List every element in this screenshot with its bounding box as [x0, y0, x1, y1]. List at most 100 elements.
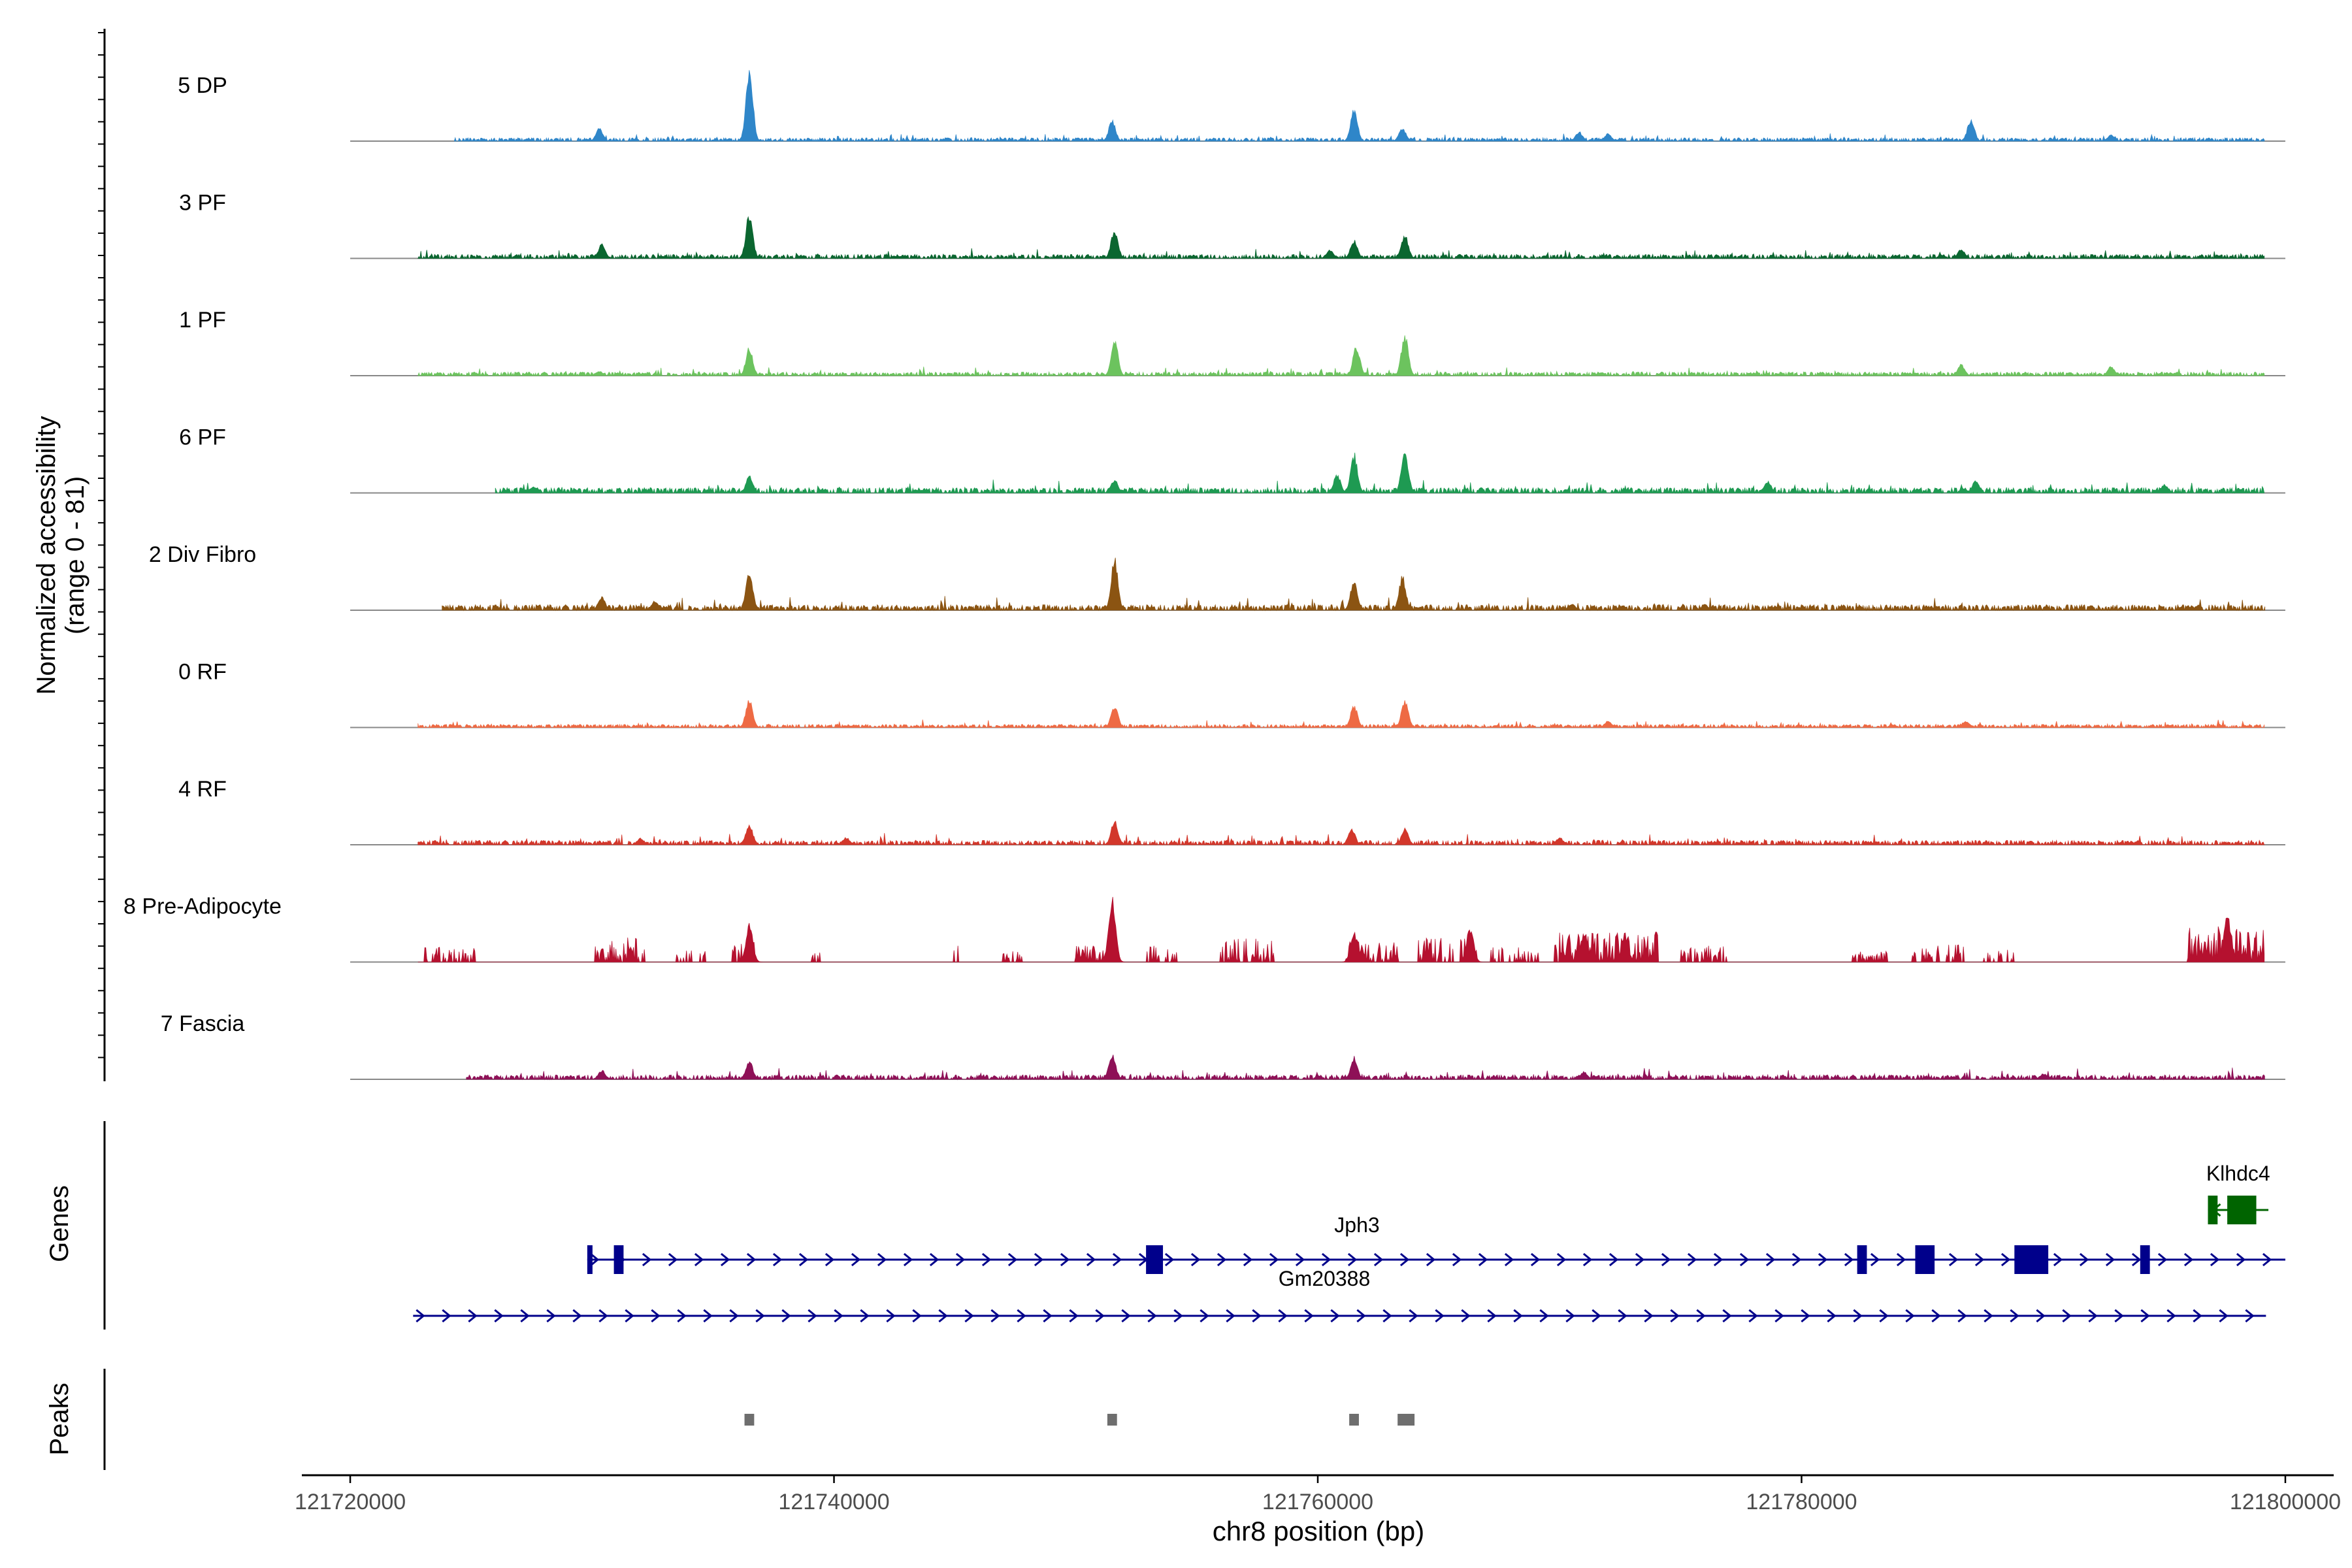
strand-arrow: [2053, 1252, 2063, 1267]
strand-arrow: [1043, 1309, 1053, 1323]
strand-arrow: [825, 1252, 835, 1267]
strand-arrow: [1748, 1309, 1758, 1323]
strand-arrow: [1801, 1309, 1810, 1323]
strand-arrow: [651, 1309, 661, 1323]
track-label: 0 RF: [178, 660, 227, 685]
strand-arrow: [1478, 1252, 1488, 1267]
strand-arrow: [1060, 1252, 1070, 1267]
genes-layer: Klhdc4 Jph3 Gm20388: [413, 1162, 2285, 1323]
strand-arrow: [2131, 1252, 2142, 1267]
exon-block: [613, 1245, 624, 1274]
strand-arrow: [1278, 1309, 1288, 1323]
coverage-area: [453, 70, 2265, 142]
strand-arrow: [1356, 1309, 1366, 1323]
gene-label: Jph3: [1334, 1213, 1379, 1237]
strand-arrow: [1905, 1309, 1915, 1323]
strand-arrow: [1722, 1309, 1732, 1323]
strand-arrow: [1870, 1252, 1880, 1267]
strand-arrow: [1200, 1309, 1209, 1323]
peak-region: [1107, 1414, 1117, 1426]
strand-arrow: [1330, 1309, 1340, 1323]
strand-arrow: [1896, 1252, 1906, 1267]
strand-arrow: [1948, 1252, 1959, 1267]
strand-arrow: [755, 1309, 765, 1323]
tracks-layer: 5 DP 3 PF 1 PF 6 PF 2 Div Fibro 0 RF 4 RF 8 Pre…: [123, 70, 2285, 1081]
strand-arrow: [2079, 1252, 2089, 1267]
track-label: 1 PF: [179, 308, 226, 333]
coverage-area: [442, 557, 2266, 612]
y-axis-label: Normalized accessibility: [32, 416, 61, 695]
track-label: 6 PF: [179, 425, 226, 450]
strand-arrow: [2166, 1309, 2176, 1323]
strand-arrow: [677, 1309, 687, 1323]
exon-block: [1146, 1245, 1164, 1274]
strand-arrow: [1696, 1309, 1706, 1323]
strand-arrow: [1487, 1309, 1497, 1323]
strand-arrow: [929, 1252, 939, 1267]
strand-arrow: [2088, 1309, 2098, 1323]
strand-arrow: [1818, 1252, 1828, 1267]
strand-arrow: [2262, 1252, 2272, 1267]
exon-block: [1857, 1245, 1867, 1274]
strand-arrow: [1382, 1309, 1392, 1323]
strand-arrow: [1974, 1252, 1985, 1267]
strand-arrow: [808, 1309, 817, 1323]
peak-region: [1397, 1414, 1415, 1426]
strand-arrow: [729, 1309, 739, 1323]
strand-arrow: [2114, 1309, 2124, 1323]
strand-arrow: [416, 1309, 425, 1323]
strand-arrow: [2193, 1309, 2202, 1323]
strand-arrow: [2062, 1309, 2072, 1323]
strand-arrow: [1556, 1252, 1567, 1267]
strand-arrow: [1095, 1309, 1105, 1323]
strand-arrow: [1661, 1252, 1671, 1267]
strand-arrow: [1112, 1252, 1122, 1267]
track-label: 3 PF: [179, 191, 226, 216]
strand-arrow: [955, 1252, 966, 1267]
track-label: 2 Div Fibro: [149, 542, 256, 567]
strand-arrow: [1618, 1309, 1627, 1323]
strand-arrow: [1435, 1309, 1445, 1323]
strand-arrow: [1635, 1252, 1645, 1267]
peak-region: [744, 1414, 755, 1426]
exon-block: [2014, 1245, 2049, 1274]
x-tick-label: 121800000: [2230, 1490, 2341, 1514]
exon-block: [1915, 1245, 1935, 1274]
strand-arrow: [1539, 1309, 1549, 1323]
x-tick-label: 121740000: [778, 1490, 889, 1514]
exon-block: [2208, 1196, 2218, 1224]
strand-arrow: [981, 1252, 992, 1267]
gene-label: Klhdc4: [2206, 1162, 2270, 1185]
strand-arrow: [1017, 1309, 1026, 1323]
strand-arrow: [1243, 1252, 1253, 1267]
strand-arrow: [990, 1309, 1000, 1323]
strand-arrow: [781, 1309, 791, 1323]
strand-arrow: [1295, 1252, 1305, 1267]
strand-arrow: [2219, 1309, 2229, 1323]
strand-arrow: [1399, 1252, 1410, 1267]
coverage-area: [417, 700, 2265, 728]
strand-arrow: [1164, 1252, 1175, 1267]
strand-arrow: [1644, 1309, 1654, 1323]
exon-block: [587, 1245, 593, 1274]
strand-arrow: [598, 1309, 608, 1323]
strand-arrow: [834, 1309, 843, 1323]
strand-arrow: [1827, 1309, 1837, 1323]
peak-region: [1349, 1414, 1359, 1426]
strand-arrow: [1373, 1252, 1384, 1267]
strand-arrow: [1791, 1252, 1802, 1267]
strand-arrow: [1592, 1309, 1601, 1323]
strand-arrow: [703, 1309, 713, 1323]
strand-arrow: [1086, 1252, 1096, 1267]
strand-arrow: [1670, 1309, 1680, 1323]
strand-arrow: [860, 1309, 870, 1323]
strand-arrow: [1452, 1252, 1462, 1267]
strand-arrow: [625, 1309, 634, 1323]
x-tick-label: 121720000: [295, 1490, 406, 1514]
strand-arrow: [1957, 1309, 1967, 1323]
strand-arrow: [2105, 1252, 2115, 1267]
strand-arrow: [2036, 1309, 2046, 1323]
track-label: 8 Pre-Adipocyte: [123, 894, 282, 919]
strand-arrow: [964, 1309, 974, 1323]
